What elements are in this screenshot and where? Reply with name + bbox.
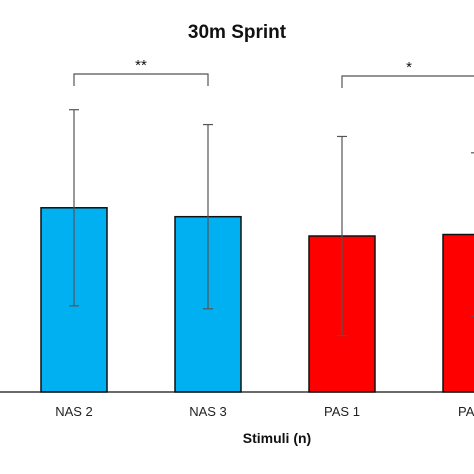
x-tick-label: NAS 2 xyxy=(55,404,93,419)
significance-bracket-0 xyxy=(73,73,209,86)
x-tick-label: PAS 1 xyxy=(324,404,360,419)
x-tick-label: PAS 2 xyxy=(458,404,474,419)
x-tick-label: NAS 3 xyxy=(189,404,227,419)
x-axis-label: Stimuli (n) xyxy=(243,430,311,446)
bar-pas-2 xyxy=(442,233,474,393)
x-tick-labels: NAS 2 NAS 3 PAS 1 PAS 2 xyxy=(55,404,474,419)
error-bars-group xyxy=(69,109,474,337)
significance-label-1: * xyxy=(406,59,412,76)
significance-label-0: ** xyxy=(135,57,147,74)
chart-title: 30m Sprint xyxy=(188,22,287,43)
bars-group xyxy=(40,207,474,393)
significance-group: ** * xyxy=(73,57,474,88)
significance-bracket-1 xyxy=(341,75,474,88)
